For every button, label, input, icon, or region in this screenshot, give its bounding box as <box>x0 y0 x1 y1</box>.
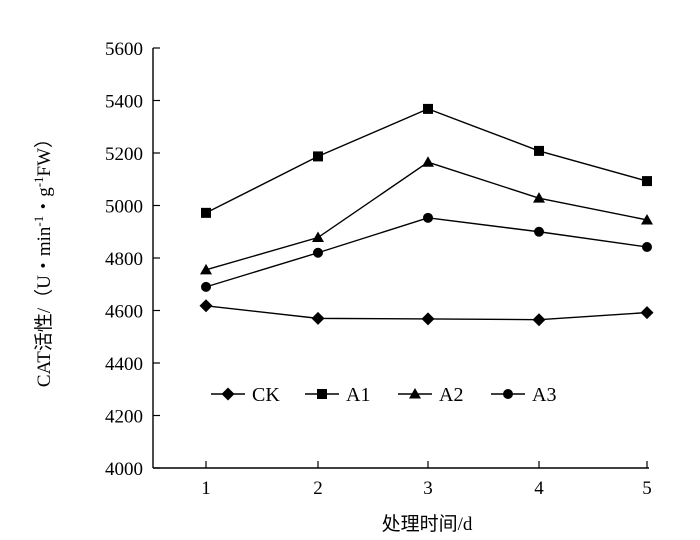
y-tick-label: 4000 <box>105 459 143 480</box>
data-point-a1 <box>423 103 433 114</box>
legend-item-a1: A1 <box>305 384 370 406</box>
y-axis-title-end: FW） <box>33 129 55 177</box>
series-a3 <box>201 212 652 292</box>
legend-marker-a3 <box>503 389 513 399</box>
data-point-a2 <box>200 263 212 275</box>
data-point-a3 <box>201 281 211 292</box>
legend-label-a1: A1 <box>346 384 370 406</box>
y-tick-label: 4600 <box>105 302 143 323</box>
series-a2 <box>200 156 653 275</box>
y-axis-title-mid: ・g <box>34 187 55 216</box>
y-axis-title-main: CAT活性/（U・min <box>33 226 55 387</box>
x-tick-label: 4 <box>534 478 544 499</box>
y-tick-label: 4800 <box>105 249 143 270</box>
data-point-a2 <box>641 213 653 225</box>
data-point-a2 <box>312 231 324 243</box>
y-tick-label: 5200 <box>105 144 143 165</box>
data-point-ck <box>421 312 435 326</box>
legend-label-ck: CK <box>252 384 280 406</box>
y-tick-label: 5000 <box>105 197 143 218</box>
legend-marker-a1 <box>317 389 327 399</box>
y-axis-title-sup2: -1 <box>31 176 46 187</box>
x-tick-label: 1 <box>201 478 211 499</box>
data-point-a3 <box>642 241 652 252</box>
x-tick-label: 3 <box>423 478 433 499</box>
legend-marker-a2 <box>409 388 421 399</box>
series-group <box>199 103 654 327</box>
data-point-ck <box>532 313 546 327</box>
legend-label-a3: A3 <box>532 384 556 406</box>
y-tick-label: 5600 <box>105 39 143 60</box>
legend-item-a3: A3 <box>491 384 556 406</box>
legend: CK A1 A2 A3 <box>211 384 556 406</box>
axes-group: 4000 4200 4400 4600 4800 5000 5200 5400 5600 1 2 3 4… <box>105 39 652 499</box>
data-point-a1 <box>313 151 323 162</box>
data-point-a3 <box>313 247 323 258</box>
legend-item-ck: CK <box>211 384 280 406</box>
legend-label-a2: A2 <box>439 384 463 406</box>
data-point-ck <box>311 311 325 325</box>
y-tick-label: 4400 <box>105 354 143 375</box>
data-point-a3 <box>534 226 544 237</box>
data-point-a2 <box>533 192 545 203</box>
x-axis-title: 处理时间/d <box>382 513 473 535</box>
series-a1 <box>201 103 652 218</box>
x-tick-label: 5 <box>642 478 652 499</box>
y-axis-title-sup1: -1 <box>31 216 46 227</box>
legend-item-a2: A2 <box>398 384 463 406</box>
series-ck <box>199 299 654 327</box>
y-tick-label: 5400 <box>105 92 143 113</box>
data-point-ck <box>640 306 654 320</box>
x-tick-label: 2 <box>313 478 323 499</box>
y-axis-title: CAT活性/（U・min-1・g-1FW） <box>31 129 55 387</box>
data-point-a1 <box>642 176 652 187</box>
data-point-a1 <box>534 145 544 156</box>
data-point-ck <box>199 299 213 313</box>
data-point-a2 <box>422 156 434 167</box>
data-point-a1 <box>201 207 211 218</box>
data-point-a3 <box>423 212 433 223</box>
legend-marker-ck <box>221 387 235 401</box>
y-tick-label: 4200 <box>105 407 143 428</box>
series-line-a3 <box>205 217 648 288</box>
